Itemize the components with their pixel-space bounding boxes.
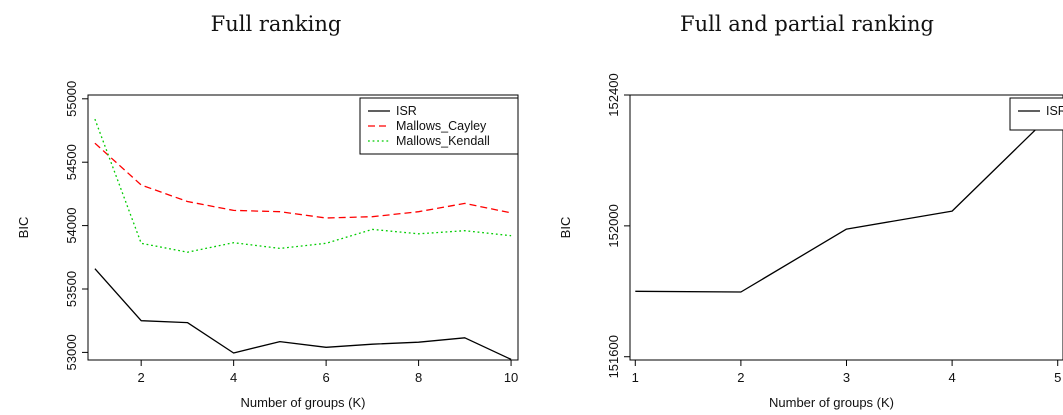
legend-label: ISR: [396, 104, 417, 118]
legend-label: Mallows_Cayley: [396, 119, 487, 133]
series-line-mallows-cayley: [94, 142, 512, 219]
y-tick-label: 54500: [64, 144, 79, 180]
chart-title-left: Full ranking: [210, 12, 342, 36]
x-axis-label: Number of groups (K): [241, 395, 366, 410]
x-axis-label: Number of groups (K): [769, 395, 894, 410]
x-tick-label: 2: [737, 370, 744, 385]
x-tick-label: 4: [948, 370, 955, 385]
x-tick-label: 2: [138, 370, 145, 385]
y-axis-label: BIC: [16, 217, 31, 239]
y-tick-label: 152000: [606, 204, 621, 247]
x-tick-label: 3: [843, 370, 850, 385]
y-tick-label: 151600: [606, 335, 621, 378]
x-tick-label: 8: [415, 370, 422, 385]
x-tick-label: 10: [504, 370, 518, 385]
y-tick-label: 53500: [64, 271, 79, 307]
chart-title-right: Full and partial ranking: [680, 12, 934, 36]
y-axis-label: BIC: [558, 217, 573, 239]
legend-label: Mallows_Kendall: [396, 134, 490, 148]
plot-frame-1: [629, 94, 1063, 361]
plot-frame-0: [87, 94, 519, 361]
x-tick-label: 6: [323, 370, 330, 385]
x-tick-label: 5: [1054, 370, 1061, 385]
series-line-mallows-kendall: [94, 118, 512, 253]
series-line-isr: [635, 107, 1059, 293]
x-tick-label: 1: [632, 370, 639, 385]
y-tick-label: 53000: [64, 334, 79, 370]
y-tick-label: 152400: [606, 73, 621, 116]
x-tick-label: 4: [230, 370, 237, 385]
series-line-isr: [94, 268, 512, 360]
legend-box-1: [1009, 97, 1063, 131]
y-tick-label: 54000: [64, 208, 79, 244]
legend-box-0: [359, 97, 519, 155]
legend-label: ISR: [1046, 104, 1063, 118]
y-tick-label: 55000: [64, 81, 79, 117]
